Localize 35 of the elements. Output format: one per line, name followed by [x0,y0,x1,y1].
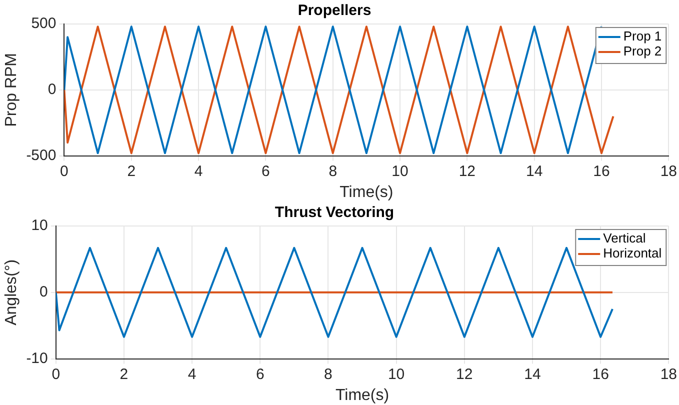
x-tick-label: 10 [388,366,405,383]
y-tick-label: 0 [48,81,56,98]
x-tick-label: 2 [127,162,136,180]
x-tick-label: 10 [392,162,408,180]
x-tick-label: 18 [660,162,677,180]
legend-label: Prop 2 [623,44,662,59]
x-tick-label: 12 [458,162,476,180]
x-tick-label: 8 [328,162,338,180]
x-axis-title: Time(s) [340,184,394,201]
x-tick-label: 18 [660,366,677,383]
legend-label: Horizontal [603,246,662,261]
y-tick-label: -10 [26,350,48,367]
chart-title: Thrust Vectoring [274,204,394,222]
legend-label: Prop 1 [623,28,662,44]
y-axis-title: Prop RPM [3,53,20,127]
x-tick-label: 14 [526,162,543,180]
x-axis-title: Time(s) [335,386,390,404]
x-tick-label: 12 [456,366,473,383]
x-tick-label: 6 [256,366,264,383]
y-tick-label: -500 [26,146,56,164]
y-tick-label: 10 [31,217,48,234]
x-tick-label: 6 [262,162,270,180]
chart-title: Propellers [298,2,372,20]
legend-label: Vertical [603,230,646,246]
x-tick-label: 16 [592,366,609,383]
x-tick-label: 2 [120,366,128,383]
x-tick-label: 0 [60,162,68,180]
y-axis-title: Angles(°) [3,259,20,326]
x-tick-label: 4 [194,162,203,180]
y-tick-label: 0 [40,284,48,301]
x-tick-label: 16 [593,162,610,180]
x-tick-label: 4 [188,366,196,383]
x-tick-label: 8 [324,366,332,383]
y-tick-label: 500 [31,15,56,32]
x-tick-label: 14 [524,366,541,383]
